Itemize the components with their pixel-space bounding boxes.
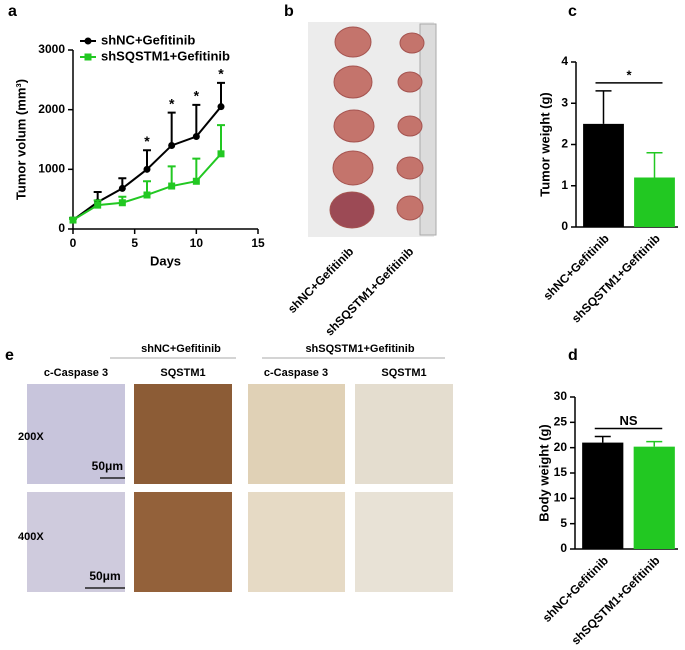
annotation: * bbox=[144, 133, 150, 149]
panel-letter: c bbox=[568, 3, 577, 20]
y-tick-label: 20 bbox=[554, 440, 568, 454]
point bbox=[143, 165, 151, 173]
y-tick-label: 2 bbox=[561, 137, 568, 151]
x-tick-label: 0 bbox=[70, 236, 77, 250]
y-tick-label: 15 bbox=[554, 465, 568, 479]
y-tick-label: 0 bbox=[58, 221, 65, 235]
point bbox=[192, 133, 200, 141]
point bbox=[94, 201, 102, 209]
column-label: SQSTM1 bbox=[381, 367, 426, 379]
y-tick-label: 1 bbox=[561, 178, 568, 192]
column-label: c-Caspase 3 bbox=[264, 367, 328, 379]
legend-label: shSQSTM1+Gefitinib bbox=[101, 48, 230, 63]
y-tick-label: 10 bbox=[554, 491, 568, 505]
x-tick-label: shSQSTM1+Gefitinib bbox=[569, 553, 663, 647]
error-bar bbox=[217, 124, 225, 154]
y-tick-label: 4 bbox=[561, 54, 568, 68]
error-bar bbox=[217, 81, 225, 107]
panel-letter: a bbox=[8, 3, 17, 20]
group-label: shSQSTM1+Gefitinib bbox=[305, 343, 414, 355]
y-tick-label: 0 bbox=[561, 219, 568, 233]
error-bar bbox=[594, 435, 611, 443]
y-tick-label: 1000 bbox=[38, 162, 65, 176]
scale-bar-label: 50μm bbox=[89, 569, 120, 583]
y-tick-label: 3 bbox=[561, 95, 568, 109]
bar bbox=[582, 442, 624, 549]
row-label: 200X bbox=[18, 431, 44, 443]
y-tick-label: 25 bbox=[554, 415, 568, 429]
point bbox=[217, 103, 225, 111]
y-tick-label: 30 bbox=[554, 389, 568, 403]
point bbox=[168, 141, 176, 149]
x-tick-label: 10 bbox=[190, 236, 204, 250]
legend-label: shNC+Gefitinib bbox=[101, 32, 195, 47]
y-tick-label: 5 bbox=[560, 516, 567, 530]
error-bar bbox=[646, 440, 663, 447]
micrographs bbox=[27, 384, 453, 592]
annotation: * bbox=[218, 66, 224, 82]
point bbox=[118, 199, 126, 207]
point bbox=[69, 216, 77, 224]
annotation: * bbox=[194, 88, 200, 104]
bar bbox=[583, 123, 624, 227]
y-axis-label: Body weight (g) bbox=[536, 424, 551, 522]
legend-marker bbox=[84, 37, 92, 45]
x-tick-label: 5 bbox=[131, 236, 138, 250]
point bbox=[217, 150, 225, 158]
error-bar bbox=[192, 103, 201, 137]
column-label: c-Caspase 3 bbox=[44, 367, 108, 379]
annotation: * bbox=[169, 95, 175, 111]
y-axis-label: Tumor weight (g) bbox=[537, 92, 552, 196]
y-axis-label: Tumor volum (mm³) bbox=[13, 79, 28, 200]
y-tick-label: 0 bbox=[560, 541, 567, 555]
point bbox=[143, 191, 151, 199]
x-tick-label: 15 bbox=[251, 236, 265, 250]
panel-letter: d bbox=[568, 347, 578, 364]
panel-letter: b bbox=[284, 3, 294, 20]
point bbox=[118, 184, 126, 192]
x-tick-label: shSQSTM1+Gefitinib bbox=[569, 231, 663, 325]
error-bar bbox=[646, 152, 663, 178]
point bbox=[168, 182, 176, 190]
x-axis-label: Days bbox=[150, 253, 181, 268]
panel-letter: e bbox=[5, 347, 14, 364]
legend-marker bbox=[84, 53, 92, 61]
scale-bar-label: 50μm bbox=[92, 459, 123, 473]
error-bar bbox=[595, 90, 612, 124]
row-label: 400X bbox=[18, 531, 44, 543]
annotation: NS bbox=[619, 413, 637, 428]
y-tick-label: 2000 bbox=[38, 102, 65, 116]
point bbox=[192, 177, 200, 185]
bar bbox=[634, 177, 675, 227]
bar bbox=[633, 446, 675, 549]
tumors bbox=[329, 26, 425, 229]
error-bar bbox=[167, 111, 176, 146]
column-label: SQSTM1 bbox=[160, 367, 205, 379]
group-label: shNC+Gefitinib bbox=[141, 343, 221, 355]
error-bar bbox=[192, 157, 201, 182]
y-tick-label: 3000 bbox=[38, 42, 65, 56]
annotation: * bbox=[626, 67, 632, 82]
